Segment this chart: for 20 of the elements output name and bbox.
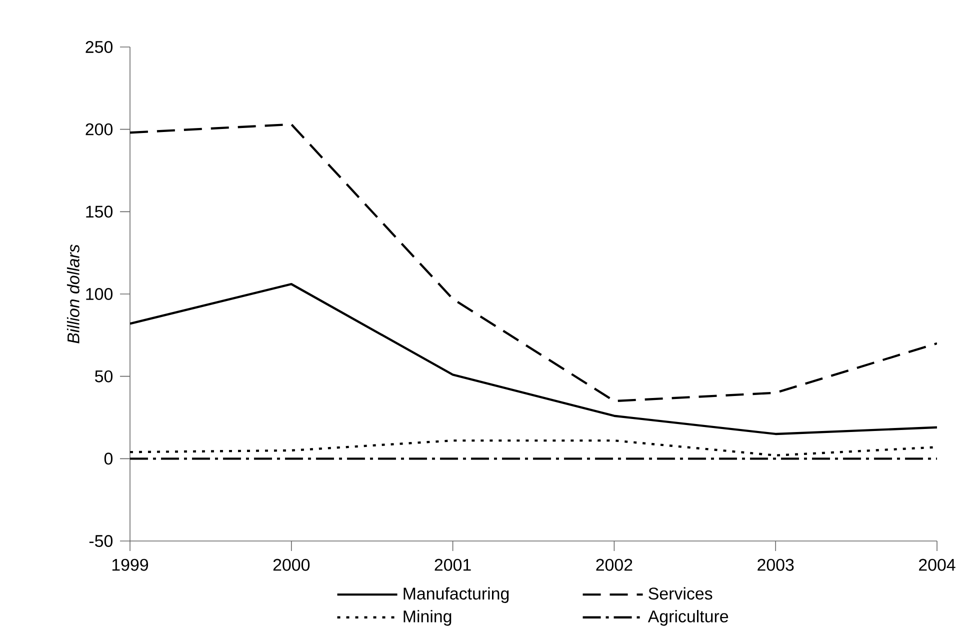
y-tick-label: -50: [89, 535, 113, 547]
x-tick-label: 1999: [112, 558, 148, 571]
y-tick-label: 50: [95, 370, 113, 382]
y-tick-label: 0: [104, 452, 113, 465]
legend-label: Mining: [404, 610, 452, 626]
x-tick-label: 2002: [596, 558, 632, 571]
x-tick-label: 2001: [434, 558, 471, 571]
legend-label: Agriculture: [648, 610, 728, 626]
line-series: [130, 123, 938, 402]
y-tick-label: 250: [86, 41, 113, 53]
y-tick-label: 100: [86, 288, 113, 300]
line-series: [130, 283, 938, 436]
y-axis-title: Billion dollars: [66, 244, 80, 344]
y-tick-label: 200: [86, 123, 113, 136]
legend-label: Manufacturing: [404, 587, 509, 603]
x-tick-label: 2003: [758, 558, 794, 571]
x-tick-label: 2004: [919, 558, 956, 571]
y-tick-label: 150: [86, 206, 113, 218]
legend-label: Services: [648, 587, 712, 600]
x-tick-label: 2000: [273, 558, 310, 571]
